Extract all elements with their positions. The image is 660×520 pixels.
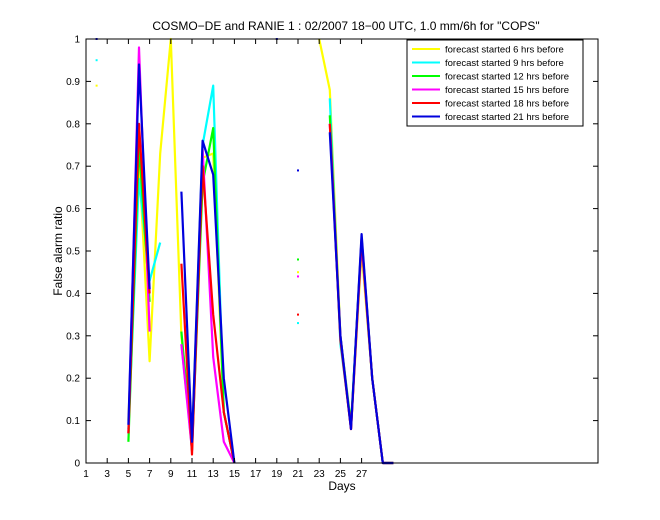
x-tick-label: 13 <box>208 469 220 480</box>
x-tick-label: 1 <box>83 469 89 480</box>
series-line <box>180 139 236 464</box>
x-tick-label: 11 <box>187 469 198 480</box>
x-tick-label: 19 <box>271 469 283 480</box>
x-tick-label: 15 <box>229 469 241 480</box>
legend: forecast started 6 hrs before forecast st… <box>406 39 584 127</box>
chart-title: COSMO−DE and RANIE 1 : 02/2007 18−00 UTC… <box>152 19 539 33</box>
y-tick-label: 0.6 <box>66 204 80 215</box>
x-tick-label: 17 <box>250 469 262 480</box>
x-tick-label: 3 <box>104 469 110 480</box>
x-tick-label: 21 <box>292 469 304 480</box>
legend-label: forecast started 15 hrs before <box>445 85 569 96</box>
y-tick-label: 0.2 <box>66 374 80 385</box>
x-tick-label: 25 <box>335 469 347 480</box>
x-tick-label: 23 <box>314 469 326 480</box>
legend-box <box>406 39 584 127</box>
y-tick-label: 0.3 <box>66 331 80 342</box>
y-tick-label: 0.8 <box>66 119 80 130</box>
legend-label: forecast started 18 hrs before <box>445 99 569 110</box>
legend-label: forecast started 9 hrs before <box>445 58 564 69</box>
x-tick-label: 9 <box>168 469 174 480</box>
legend-label: forecast started 21 hrs before <box>445 112 569 123</box>
series-layer <box>95 37 394 465</box>
legend-label: forecast started 6 hrs before <box>445 45 564 56</box>
y-tick-label: 0.7 <box>66 162 80 173</box>
y-axis-title: False alarm ratio <box>51 206 65 296</box>
x-tick-label: 7 <box>147 469 153 480</box>
x-tick-label: 5 <box>126 469 132 480</box>
x-axis-title: Days <box>328 479 355 493</box>
series-line <box>127 63 151 425</box>
x-tick-label: 27 <box>356 469 368 480</box>
y-tick-label: 1 <box>74 35 80 46</box>
y-tick-label: 0.1 <box>66 416 80 427</box>
y-tick-label: 0 <box>74 459 80 470</box>
axis-layer: 1 3 5 7 9 11 13 15 17 19 21 23 25 2700.10.20.30.40.50… <box>66 35 598 480</box>
legend-label: forecast started 12 hrs before <box>445 72 569 83</box>
y-tick-label: 0.9 <box>66 77 80 88</box>
y-tick-label: 0.5 <box>66 247 80 258</box>
y-tick-label: 0.4 <box>66 289 80 300</box>
